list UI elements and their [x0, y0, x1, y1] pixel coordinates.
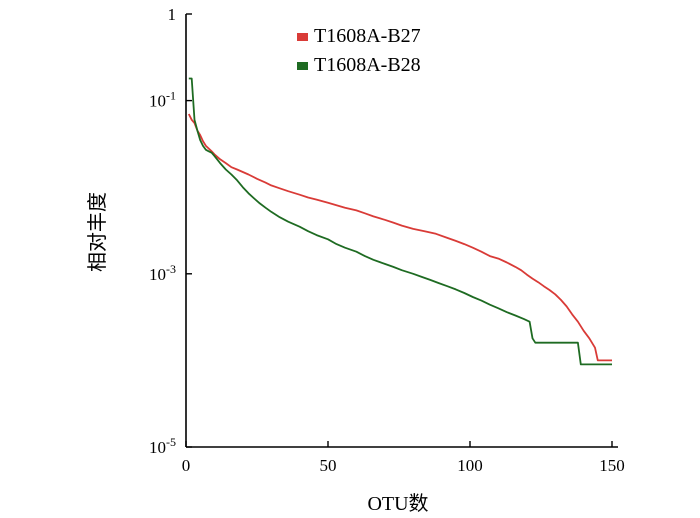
x-tick-label: 150 [599, 456, 625, 475]
x-axis-label: OTU数 [367, 492, 428, 515]
axes [185, 13, 618, 448]
y-axis-label: 相对丰度 [86, 192, 109, 272]
series-line-T1608A-B27 [187, 113, 612, 362]
x-tick-label: 50 [320, 456, 337, 475]
y-tick-label: 1 [168, 5, 177, 24]
legend-label: T1608A-B28 [314, 54, 421, 76]
tick-labels: 0 50 100 150 1 10-1 10-3 10-5 [149, 5, 625, 475]
x-tick-label: 0 [182, 456, 191, 475]
y-tick-label: 10-1 [149, 89, 176, 111]
y-tick-label: 10-3 [149, 262, 176, 284]
x-tick-label: 100 [457, 456, 483, 475]
legend-label: T1608A-B27 [314, 25, 421, 47]
series-line-T1608A-B28 [188, 77, 612, 366]
series-layer [187, 77, 612, 366]
legend-swatch [297, 33, 308, 41]
legend-swatch [297, 62, 308, 70]
legend: T1608A-B27 T1608A-B28 [297, 25, 421, 76]
y-tick-label: 10-5 [149, 435, 176, 457]
